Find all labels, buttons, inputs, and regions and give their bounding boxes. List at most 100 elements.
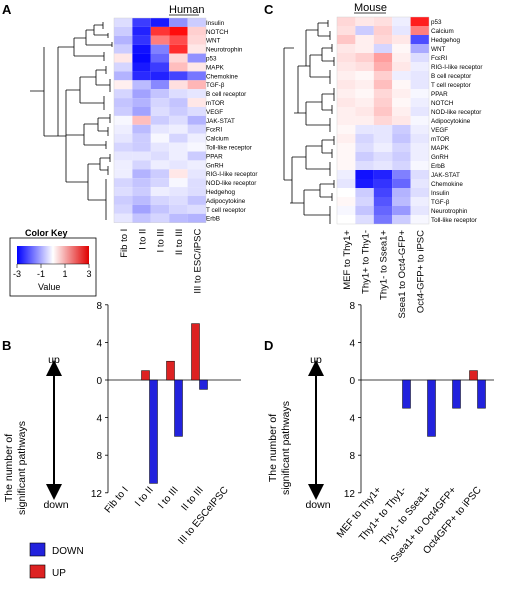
human-heatmap-cell: [169, 178, 188, 188]
mouse-pathway-label: WNT: [431, 46, 445, 53]
human-heatmap-cell: [132, 142, 151, 152]
mouse-pathway-label: Chemokine: [431, 181, 463, 188]
human-heatmap-cell: [132, 107, 151, 116]
human-heatmap-cell: [150, 187, 170, 196]
human-heatmap-cell: [169, 107, 188, 116]
human-heatmap-cell: [114, 53, 133, 63]
mouse-heatmap-cell: [373, 161, 393, 170]
mouse-column-label: Ssea1 to Oct4-GFP+: [397, 230, 408, 319]
human-heatmap-cell: [187, 133, 206, 143]
color-key-tick: -3: [13, 269, 21, 279]
human-heatmap-cell: [114, 124, 133, 134]
mouse-heatmap-cell: [373, 89, 393, 98]
mouse-heatmap-cell: [373, 152, 393, 161]
mouse-column-labels: MEF to Thy1+ Thy1+ to Thy1- Thy1- to Ssea1…: [342, 230, 427, 319]
mouse-heatmap-cell: [410, 161, 429, 170]
down-label-d: down: [305, 499, 330, 511]
human-pathway-label: Toll-like receptor: [206, 145, 252, 152]
mouse-heatmap-cell: [337, 35, 356, 44]
mouse-pathway-label: RIG-I-like receptor: [431, 64, 482, 71]
mouse-heatmap-cell: [355, 53, 374, 62]
mouse-heatmap-cell: [410, 80, 429, 89]
human-heatmap-cell: [114, 44, 133, 54]
mouse-pathway-label: Hedgehog: [431, 37, 461, 44]
human-heatmap-cell: [132, 151, 151, 161]
mouse-pathway-label: Insulin: [431, 190, 450, 197]
mouse-heatmap-cell: [410, 215, 429, 224]
human-heatmap-cell: [132, 44, 151, 54]
mouse-bar-down: [402, 379, 411, 409]
human-heatmap-cell: [169, 124, 188, 134]
human-heatmap: [113, 17, 207, 223]
mouse-heatmap-cell: [410, 44, 429, 53]
human-bar-up: [141, 370, 150, 381]
human-heatmap-cell: [132, 178, 151, 188]
human-heatmap-cell: [150, 62, 170, 72]
human-heatmap-cell: [114, 178, 133, 188]
mouse-heatmap-cell: [373, 35, 393, 44]
human-heatmap-cell: [169, 62, 188, 72]
human-pathway-label: T cell receptor: [206, 207, 246, 214]
human-heatmap-cell: [132, 187, 151, 196]
human-heatmap-cell: [132, 62, 151, 72]
human-heatmap-cell: [132, 18, 151, 27]
human-heatmap-cell: [132, 98, 151, 107]
human-pathway-label: FcεRI: [206, 127, 222, 134]
human-heatmap-cell: [150, 107, 170, 116]
human-heatmap-cell: [114, 196, 133, 205]
mouse-column-label: Thy1+ to Thy1-: [360, 230, 371, 294]
mouse-heatmap-cell: [373, 98, 393, 107]
human-heatmap-cell: [169, 204, 188, 214]
human-heatmap-cell: [132, 53, 151, 63]
mouse-heatmap-cell: [373, 116, 393, 125]
mouse-heatmap-cell: [355, 17, 374, 26]
human-heatmap-cell: [169, 80, 188, 90]
mouse-heatmap-cell: [337, 44, 356, 53]
mouse-heatmap-cell: [337, 116, 356, 125]
ylabel-line2-d: significant pathways: [280, 401, 292, 495]
human-heatmap-cell: [114, 187, 133, 196]
human-heatmap-cell: [187, 213, 206, 223]
mouse-heatmap-cell: [355, 206, 374, 215]
human-heatmap-cell: [114, 213, 133, 223]
mouse-heatmap-cell: [392, 89, 411, 98]
human-heatmap-cell: [169, 89, 188, 99]
color-key-label: Value: [38, 282, 60, 292]
mouse-pathway-label: FcεRI: [431, 55, 447, 62]
color-key-tick: 3: [86, 269, 91, 279]
mouse-heatmap-cell: [355, 71, 374, 80]
mouse-heatmap-cell: [373, 179, 393, 188]
panel-label-b: B: [2, 338, 11, 353]
human-heatmap-cell: [169, 142, 188, 152]
human-heatmap-cell: [132, 133, 151, 143]
human-heatmap-cell: [169, 151, 188, 161]
human-category-label: I to II: [133, 485, 156, 509]
mouse-heatmap-cell: [355, 116, 374, 125]
mouse-column-label: MEF to Thy1+: [342, 230, 353, 290]
human-heatmap-cell: [150, 142, 170, 152]
mouse-pathway-label: GnRH: [431, 154, 449, 161]
human-pathway-label: Neurotrophin: [206, 47, 243, 54]
ylabel-line1: The number of: [3, 434, 15, 502]
human-heatmap-cell: [169, 26, 188, 36]
panel-label-d: D: [264, 338, 273, 353]
mouse-heatmap-cell: [410, 134, 429, 143]
mouse-heatmap-cell: [337, 170, 356, 179]
human-heatmap-cell: [132, 160, 151, 170]
mouse-bar-down: [427, 379, 436, 437]
human-heatmap-cell: [132, 204, 151, 214]
human-heatmap-cell: [187, 187, 206, 196]
human-heatmap-cell: [187, 142, 206, 152]
mouse-heatmap-cell: [337, 161, 356, 170]
human-heatmap-cell: [150, 35, 170, 45]
human-heatmap-cell: [150, 71, 170, 81]
human-heatmap-cell: [169, 44, 188, 54]
human-heatmap-cell: [114, 133, 133, 143]
mouse-pathway-label: Neurotrophin: [431, 208, 468, 215]
human-heatmap-cell: [150, 196, 170, 205]
human-heatmap-cell: [114, 98, 133, 107]
mouse-heatmap-cell: [410, 125, 429, 134]
mouse-heatmap-cell: [410, 188, 429, 197]
color-key: Color Key -3 -1 1 3 Value: [9, 228, 97, 297]
